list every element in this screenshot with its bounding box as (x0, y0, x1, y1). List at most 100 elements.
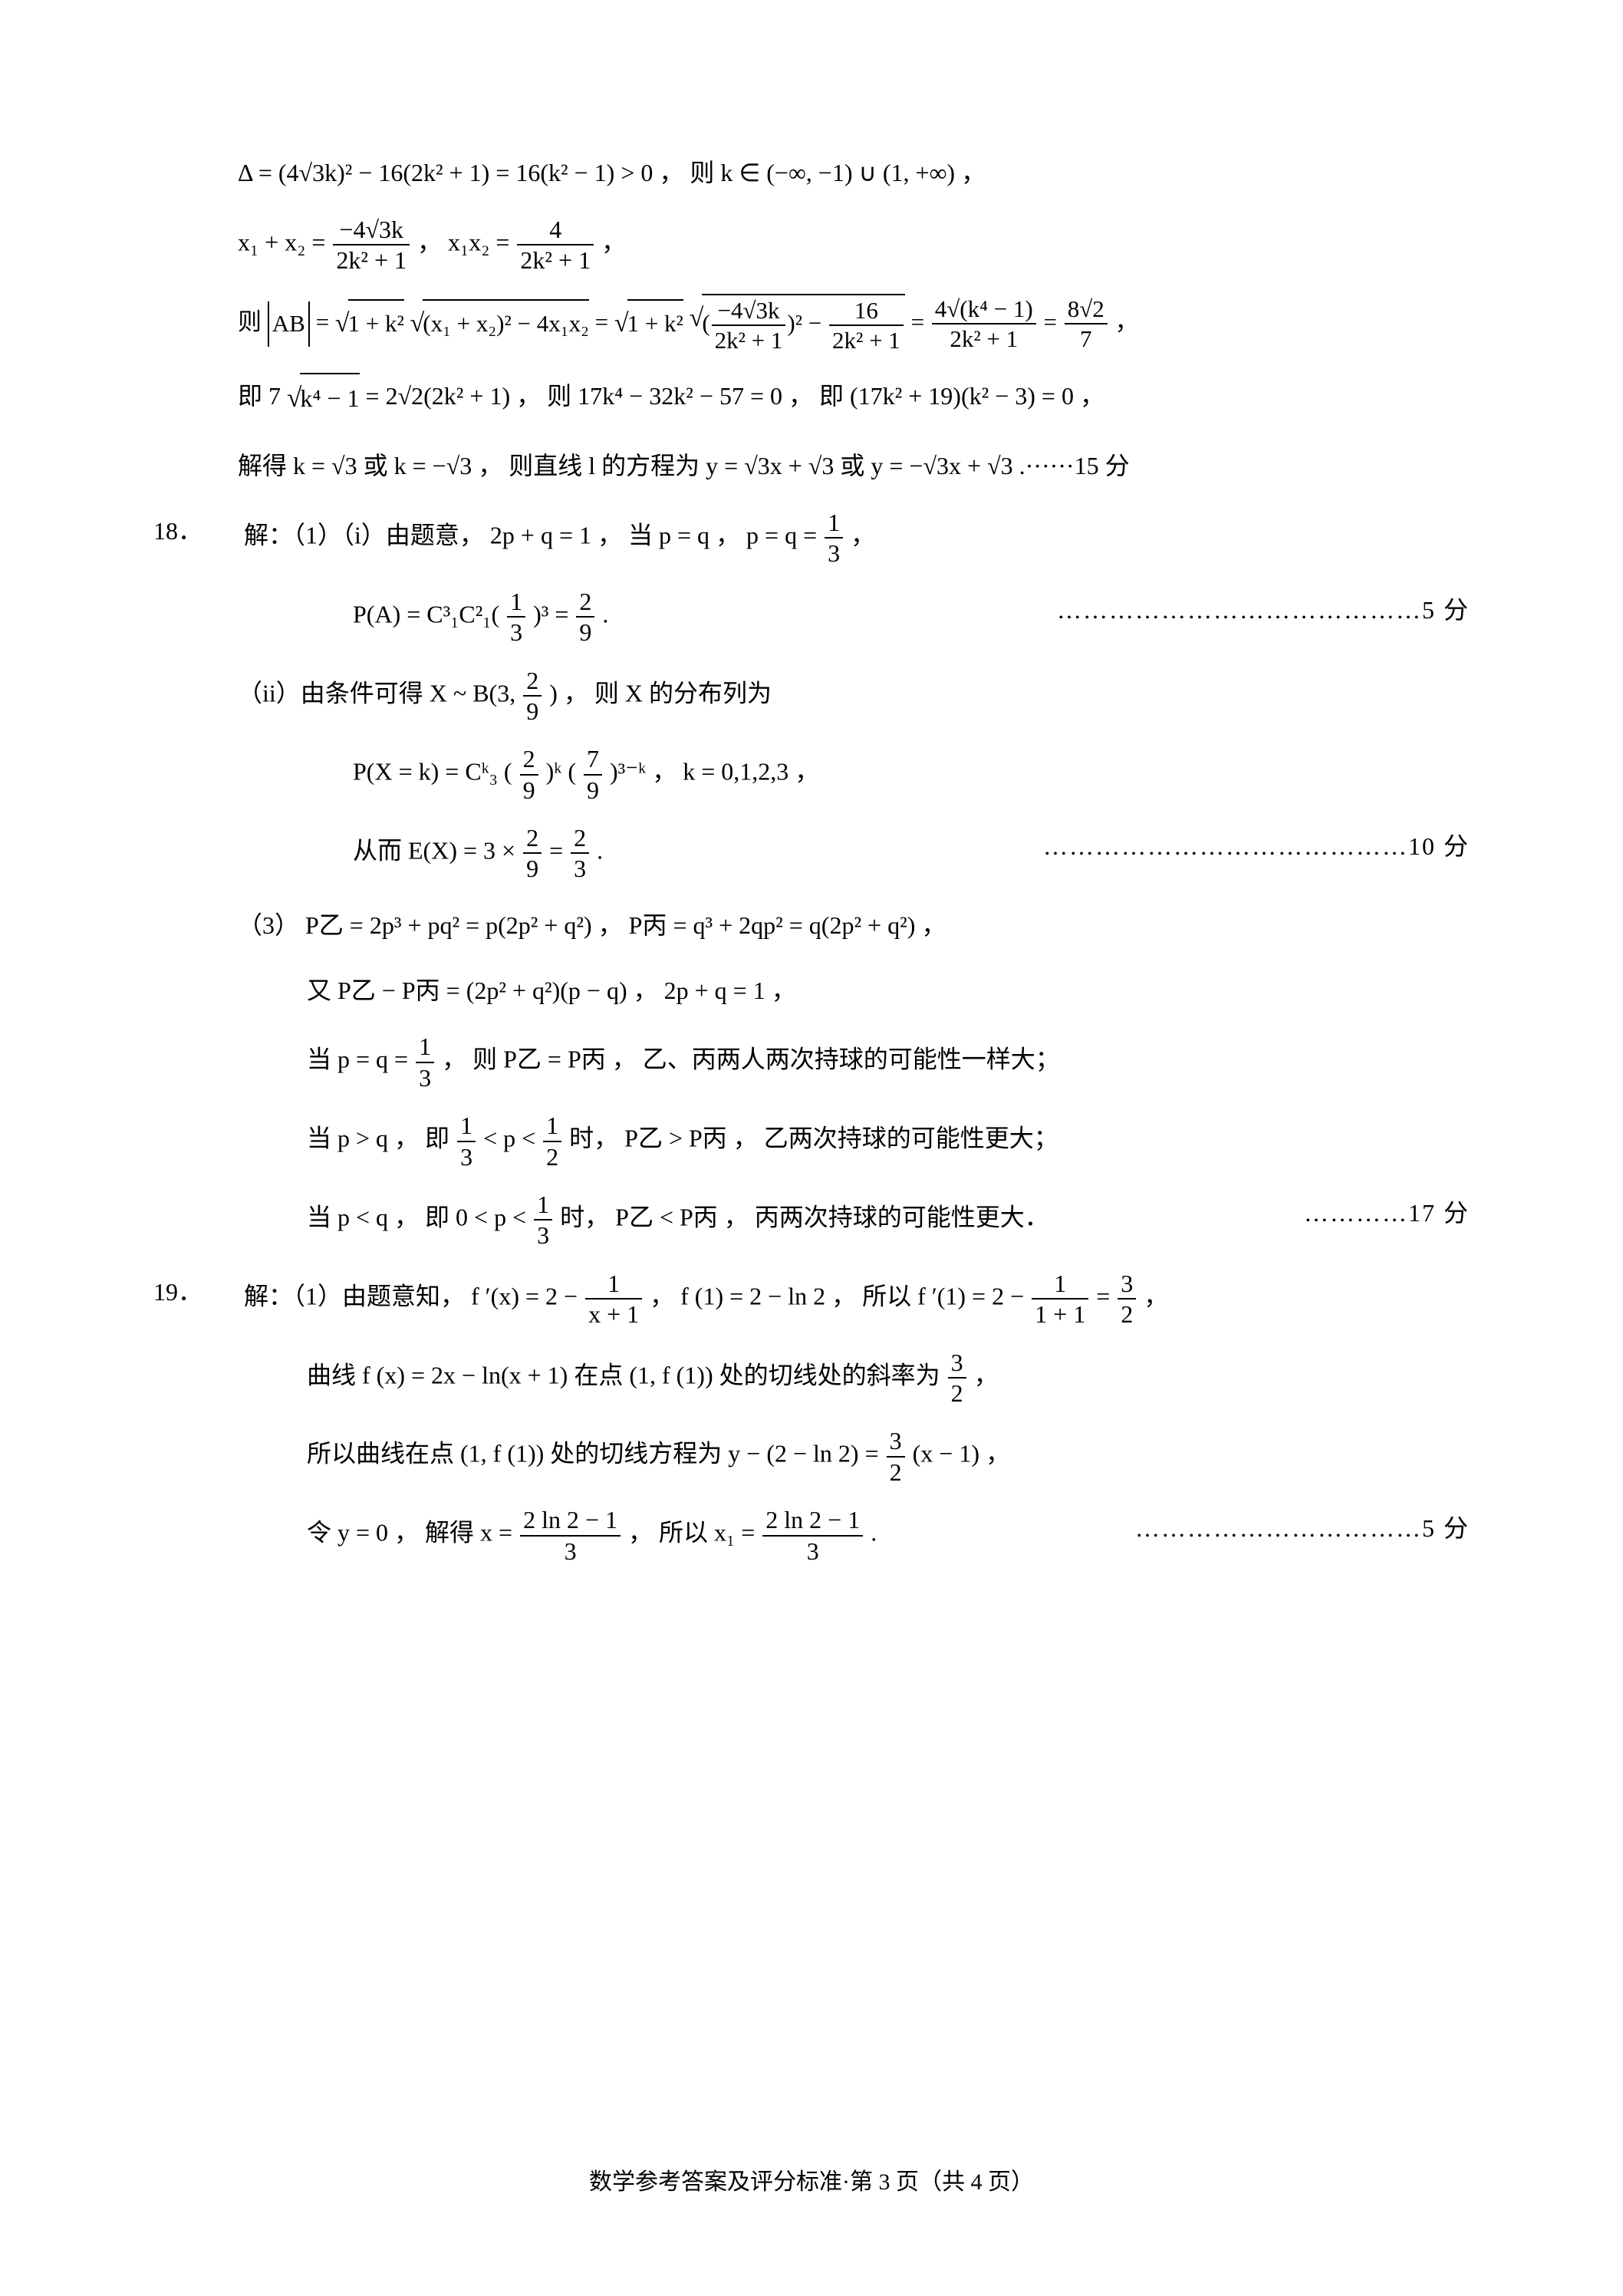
frac: 79 (584, 744, 602, 805)
text: ， 所以 x₁ = (628, 1519, 761, 1547)
q18-pltq: 当 p < q ， 即 0 < p < 13 时， P乙 < P丙 ， 丙两次持… (153, 1190, 1470, 1250)
eq-ex: 从而 E(X) = 3 × 29 = 23 . ……………………………………10… (153, 823, 1470, 884)
score-10: ……………………………………10 分 (603, 823, 1470, 884)
text: （ii）由条件可得 X ~ B(3, (238, 679, 522, 707)
text: 解：（1）由题意知， f ′(x) = 2 − (244, 1283, 584, 1310)
eq-pa: P(A) = C³₁C²₁( 13 )³ = 29 . ………………………………… (153, 587, 1470, 647)
text: ， 则 P乙 = P丙 ， 乙、丙两人两次持球的可能性一样大； (442, 1046, 1060, 1073)
frac: 42k² + 1 (517, 215, 594, 275)
frac: 29 (576, 587, 594, 647)
text: . (871, 1519, 877, 1547)
q19-y0: 令 y = 0 ， 解得 x = 2 ln 2 − 13 ， 所以 x₁ = 2… (153, 1505, 1470, 1566)
frac: 29 (520, 744, 538, 805)
sqrt: 1 + k² (614, 299, 683, 349)
text: = (595, 308, 614, 334)
q19-curve: 曲线 f (x) = 2x − ln(x + 1) 在点 (1, f (1)) … (153, 1348, 1470, 1408)
eq-17k4: 即 7 k⁴ − 1 = 2√2(2k² + 1) ， 则 17k⁴ − 32k… (153, 373, 1470, 424)
text: 解：（1）（i）由题意， 2p + q = 1 ， 当 p = q ， p = … (244, 522, 823, 549)
frac: 12 (543, 1111, 561, 1171)
text: 令 y = 0 ， 解得 x = (307, 1519, 519, 1547)
text: 当 p = q = (307, 1046, 414, 1073)
text: (x − 1) ， (913, 1440, 1010, 1468)
frac: 13 (825, 508, 843, 568)
frac: 23 (571, 823, 589, 884)
q18-pgtq: 当 p > q ， 即 13 < p < 12 时， P乙 > P丙 ， 乙两次… (153, 1111, 1470, 1171)
q18-ii: （ii）由条件可得 X ~ B(3, 29 ) ， 则 X 的分布列为 (153, 666, 1470, 726)
frac: 2 ln 2 − 13 (520, 1505, 621, 1566)
text: )ᵏ ( (546, 758, 576, 786)
text: = (1044, 308, 1063, 334)
text: x₁ + x₂ = (238, 229, 331, 256)
text: ， (851, 522, 875, 549)
text: = (911, 308, 930, 334)
frac: 13 (416, 1032, 434, 1092)
text: = (316, 308, 335, 334)
q19-tan: 所以曲线在点 (1, f (1)) 处的切线方程为 y − (2 − ln 2)… (153, 1426, 1470, 1487)
q18-again: 又 P乙 − P丙 = (2p² + q²)(p − q) ， 2p + q =… (153, 967, 1470, 1014)
text: ， (1144, 1283, 1168, 1310)
sqrt: (x₁ + x₂)² − 4x₁x₂ (410, 299, 589, 349)
qnum-18: 18． (153, 508, 238, 555)
frac: 1x + 1 (585, 1269, 642, 1329)
frac: 13 (507, 587, 525, 647)
q18-line1: 18． 解：（1）（i）由题意， 2p + q = 1 ， 当 p = q ， … (153, 508, 1470, 568)
frac: 32 (948, 1348, 966, 1408)
qnum-19: 19． (153, 1269, 238, 1316)
q19-line1: 19． 解：（1）由题意知， f ′(x) = 2 − 1x + 1 ， f (… (153, 1269, 1470, 1329)
text: < p < (483, 1125, 542, 1152)
eq-delta: Δ = (4√3k)² − 16(2k² + 1) = 16(k² − 1) >… (153, 150, 1470, 196)
sqrt: 1 + k² (335, 299, 404, 349)
text: 即 7 (238, 382, 281, 410)
score-5b: ……………………………5 分 (877, 1505, 1470, 1566)
text: = (549, 837, 569, 865)
text: P(X = k) = Cᵏ₃ ( (353, 758, 512, 786)
text: 时， P乙 > P丙 ， 乙两次持球的可能性更大； (569, 1125, 1058, 1152)
text: )³⁻ᵏ ， k = 0,1,2,3 ， (610, 758, 819, 786)
frac: 8√27 (1065, 295, 1108, 353)
frac: 32 (1118, 1269, 1136, 1329)
page: Δ = (4√3k)² − 16(2k² + 1) = 16(k² − 1) >… (0, 0, 1623, 2296)
text: 当 p < q ， 即 0 < p < (307, 1204, 532, 1231)
text: 所以曲线在点 (1, f (1)) 处的切线方程为 y − (2 − ln 2)… (307, 1440, 885, 1468)
text: ) ， 则 X 的分布列为 (549, 679, 772, 707)
score-17: …………17 分 (1049, 1190, 1470, 1250)
text: 当 p > q ， 即 (307, 1125, 456, 1152)
sqrt-big: (−4√3k2k² + 1)² − 162k² + 1 (690, 294, 905, 354)
eq-ab: 则 AB = 1 + k² (x₁ + x₂)² − 4x₁x₂ = 1 + k… (153, 294, 1470, 354)
text: ， (601, 229, 626, 256)
eq-pxk: P(X = k) = Cᵏ₃ ( 29 )ᵏ ( 79 )³⁻ᵏ ， k = 0… (153, 744, 1470, 805)
frac: 32 (887, 1426, 905, 1487)
frac: 4√(k⁴ − 1)2k² + 1 (932, 295, 1036, 353)
eq-solvek: 解得 k = √3 或 k = −√3 ， 则直线 l 的方程为 y = √3x… (153, 443, 1470, 489)
text: ， (1115, 308, 1139, 334)
text: P(A) = C³₁C²₁( (353, 600, 499, 628)
text: 从而 E(X) = 3 × (353, 837, 522, 865)
page-footer: 数学参考答案及评分标准·第 3 页（共 4 页） (0, 2163, 1623, 2196)
text: = 2√2(2k² + 1) ， 则 17k⁴ − 32k² − 57 = 0 … (366, 382, 1104, 410)
q18-pq-eq: 当 p = q = 13 ， 则 P乙 = P丙 ， 乙、丙两人两次持球的可能性… (153, 1032, 1470, 1092)
text: ， (974, 1361, 999, 1388)
text: 曲线 f (x) = 2x − ln(x + 1) 在点 (1, f (1)) … (307, 1361, 946, 1388)
frac: −4√3k2k² + 1 (712, 296, 786, 354)
score-5: ……………………………………5 分 (608, 587, 1470, 647)
text: 时， P乙 < P丙 ， 丙两次持球的可能性更大． (560, 1204, 1049, 1231)
text: ， x₁x₂ = (417, 229, 515, 256)
text: )³ = (533, 600, 574, 628)
eq-x1x2: x₁ + x₂ = −4√3k2k² + 1 ， x₁x₂ = 42k² + 1… (153, 215, 1470, 275)
text: . (602, 600, 608, 628)
abs-ab: AB (268, 301, 310, 347)
frac: 162k² + 1 (829, 296, 904, 354)
frac: 29 (523, 666, 542, 726)
q18-3: （3） P乙 = 2p³ + pq² = p(2p² + q²) ， P丙 = … (153, 902, 1470, 949)
text: ， f (1) = 2 − ln 2 ， 所以 f ′(1) = 2 − (650, 1283, 1030, 1310)
text: . (597, 837, 603, 865)
text: = (1096, 1283, 1116, 1310)
frac: 11 + 1 (1032, 1269, 1088, 1329)
frac: 29 (523, 823, 542, 884)
sqrt: k⁴ − 1 (287, 373, 360, 424)
text: 则 (238, 308, 268, 334)
frac: 13 (457, 1111, 476, 1171)
frac: −4√3k2k² + 1 (333, 215, 410, 275)
frac: 2 ln 2 − 13 (762, 1505, 863, 1566)
frac: 13 (534, 1190, 552, 1250)
